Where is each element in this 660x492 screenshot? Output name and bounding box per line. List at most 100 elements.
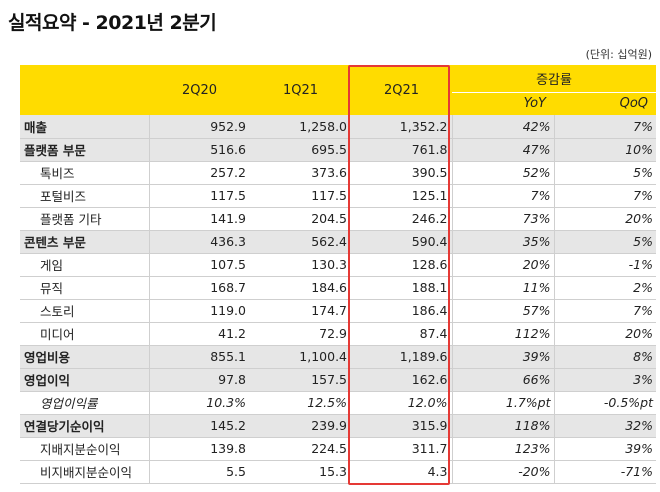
cell-1q21: 373.6	[250, 161, 351, 185]
row-label: 톡비즈	[20, 161, 150, 185]
table-row: 뮤직 168.7 184.6 188.1 11% 2%	[20, 276, 657, 300]
cell-yoy: -20%	[452, 460, 555, 484]
header-growth: 증감률	[452, 65, 657, 93]
cell-2q20: 139.8	[149, 437, 250, 461]
cell-2q21: 1,352.2	[351, 115, 453, 139]
cell-2q21: 315.9	[351, 414, 453, 438]
table-row: 플랫폼 기타 141.9 204.5 246.2 73% 20%	[20, 207, 657, 231]
row-label: 콘텐츠 부문	[20, 230, 150, 254]
row-label: 미디어	[20, 322, 150, 346]
header-period-2q20: 2Q20	[149, 65, 250, 115]
table-header: 2Q20 1Q21 2Q21 증감률 YoY QoQ	[20, 65, 657, 115]
cell-2q20: 145.2	[149, 414, 250, 438]
cell-1q21: 1,258.0	[250, 115, 351, 139]
table-body: 매출 952.9 1,258.0 1,352.2 42% 7% 플랫폼 부문 516.6 695…	[20, 115, 657, 484]
page-title: 실적요약 - 2021년 2분기	[8, 12, 217, 34]
cell-2q20: 516.6	[149, 138, 250, 162]
cell-1q21: 562.4	[250, 230, 351, 254]
table-row: 스토리 119.0 174.7 186.4 57% 7%	[20, 299, 657, 323]
cell-2q20: 141.9	[149, 207, 250, 231]
cell-qoq: 39%	[554, 437, 657, 461]
table-row: 톡비즈 257.2 373.6 390.5 52% 5%	[20, 161, 657, 185]
header-blank-cell	[20, 65, 149, 115]
cell-yoy: 20%	[452, 253, 555, 277]
cell-qoq: 7%	[554, 299, 657, 323]
row-label: 지배지분순이익	[20, 437, 150, 461]
table-row: 매출 952.9 1,258.0 1,352.2 42% 7%	[20, 115, 657, 139]
cell-1q21: 224.5	[250, 437, 351, 461]
cell-2q21: 4.3	[351, 460, 453, 484]
cell-qoq: 3%	[554, 368, 657, 392]
cell-2q21: 390.5	[351, 161, 453, 185]
cell-qoq: 20%	[554, 207, 657, 231]
cell-yoy: 7%	[452, 184, 555, 208]
cell-2q20: 855.1	[149, 345, 250, 369]
cell-2q21: 162.6	[351, 368, 453, 392]
row-label: 플랫폼 기타	[20, 207, 150, 231]
cell-2q21: 128.6	[351, 253, 453, 277]
cell-qoq: 7%	[554, 184, 657, 208]
cell-2q20: 5.5	[149, 460, 250, 484]
cell-1q21: 1,100.4	[250, 345, 351, 369]
row-label: 매출	[20, 115, 150, 139]
cell-qoq: 10%	[554, 138, 657, 162]
cell-yoy: 52%	[452, 161, 555, 185]
cell-qoq: 5%	[554, 230, 657, 254]
cell-qoq: 32%	[554, 414, 657, 438]
row-label: 게임	[20, 253, 150, 277]
cell-2q21: 1,189.6	[351, 345, 453, 369]
cell-2q20: 107.5	[149, 253, 250, 277]
cell-qoq: 5%	[554, 161, 657, 185]
cell-1q21: 184.6	[250, 276, 351, 300]
cell-qoq: 2%	[554, 276, 657, 300]
cell-yoy: 73%	[452, 207, 555, 231]
table-row: 콘텐츠 부문 436.3 562.4 590.4 35% 5%	[20, 230, 657, 254]
cell-1q21: 204.5	[250, 207, 351, 231]
table-row: 게임 107.5 130.3 128.6 20% -1%	[20, 253, 657, 277]
cell-qoq: 8%	[554, 345, 657, 369]
unit-label: (단위: 십억원)	[585, 48, 652, 61]
row-label: 스토리	[20, 299, 150, 323]
cell-yoy: 39%	[452, 345, 555, 369]
header-period-1q21: 1Q21	[250, 65, 351, 115]
cell-2q21: 12.0%	[351, 391, 453, 415]
cell-1q21: 117.5	[250, 184, 351, 208]
header-yoy: YoY	[452, 92, 554, 115]
table-row: 영업이익률 10.3% 12.5% 12.0% 1.7%pt -0.5%pt	[20, 391, 657, 415]
row-label: 플랫폼 부문	[20, 138, 150, 162]
table-row: 영업이익 97.8 157.5 162.6 66% 3%	[20, 368, 657, 392]
cell-qoq: -1%	[554, 253, 657, 277]
cell-2q21: 125.1	[351, 184, 453, 208]
cell-1q21: 12.5%	[250, 391, 351, 415]
cell-yoy: 118%	[452, 414, 555, 438]
cell-2q20: 168.7	[149, 276, 250, 300]
cell-1q21: 72.9	[250, 322, 351, 346]
table-row: 플랫폼 부문 516.6 695.5 761.8 47% 10%	[20, 138, 657, 162]
cell-yoy: 35%	[452, 230, 555, 254]
cell-1q21: 15.3	[250, 460, 351, 484]
cell-2q20: 119.0	[149, 299, 250, 323]
cell-2q20: 41.2	[149, 322, 250, 346]
table-row: 영업비용 855.1 1,100.4 1,189.6 39% 8%	[20, 345, 657, 369]
cell-2q20: 436.3	[149, 230, 250, 254]
cell-yoy: 66%	[452, 368, 555, 392]
row-label: 영업비용	[20, 345, 150, 369]
cell-yoy: 57%	[452, 299, 555, 323]
cell-2q20: 10.3%	[149, 391, 250, 415]
results-table: 2Q20 1Q21 2Q21 증감률 YoY QoQ 매출 952.9 1,258.…	[20, 65, 657, 484]
table-row: 포털비즈 117.5 117.5 125.1 7% 7%	[20, 184, 657, 208]
cell-yoy: 112%	[452, 322, 555, 346]
cell-2q20: 257.2	[149, 161, 250, 185]
cell-1q21: 239.9	[250, 414, 351, 438]
cell-yoy: 123%	[452, 437, 555, 461]
cell-2q21: 311.7	[351, 437, 453, 461]
row-label: 연결당기순이익	[20, 414, 150, 438]
cell-yoy: 42%	[452, 115, 555, 139]
cell-yoy: 47%	[452, 138, 555, 162]
table-row: 비지배지분순이익 5.5 15.3 4.3 -20% -71%	[20, 460, 657, 484]
cell-qoq: 7%	[554, 115, 657, 139]
row-label: 비지배지분순이익	[20, 460, 150, 484]
cell-qoq: 20%	[554, 322, 657, 346]
cell-yoy: 11%	[452, 276, 555, 300]
row-label: 포털비즈	[20, 184, 150, 208]
